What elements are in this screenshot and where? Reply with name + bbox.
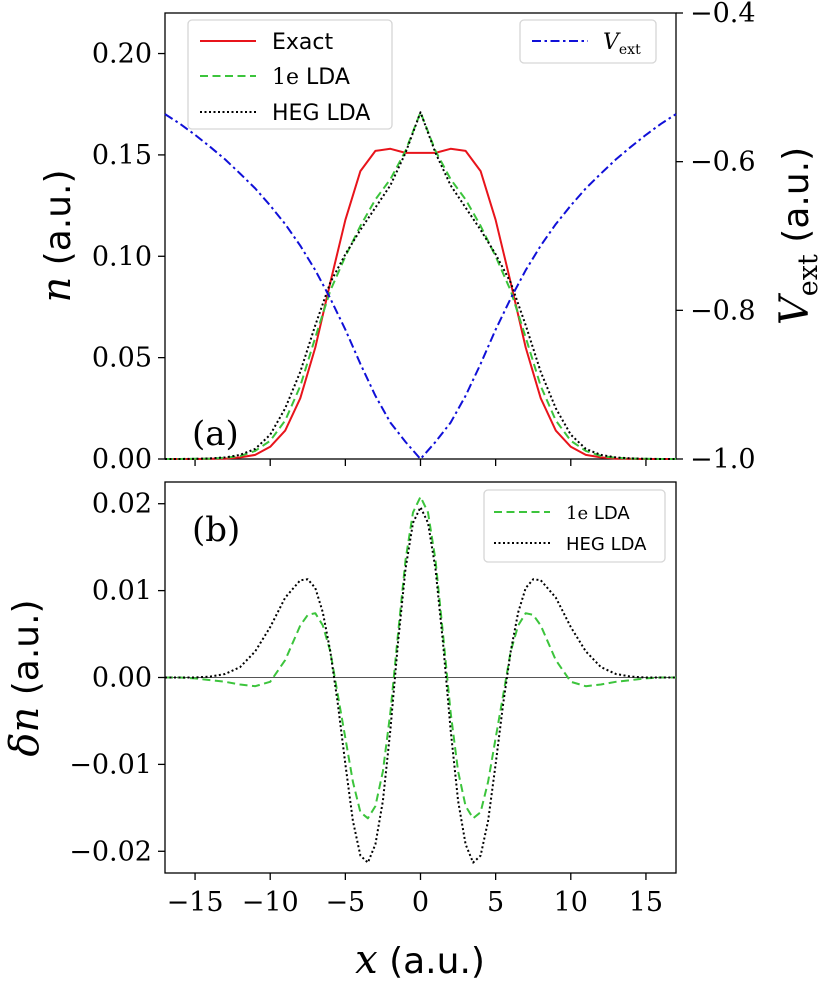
panel-a-series [164, 111, 677, 460]
panel-b: −0.02 −0.01 0.00 0.01 0.02 −15 −10 −5 0 5 10 15 (b… [2, 481, 677, 983]
panel-b-x-tick-label: 0 [412, 887, 429, 918]
panel-b-series [165, 495, 676, 864]
panel-a-series-1e-lda [165, 111, 676, 460]
panel-b-x-tick-label: −15 [167, 887, 224, 918]
panel-a-legend: Exact 1e LDA HEG LDA [187, 19, 393, 130]
panel-b-series-1e-lda [165, 495, 676, 820]
panel-a-left-y-ticks: 0.00 0.05 0.10 0.15 0.20 [92, 39, 165, 475]
panel-a-right-y-tick-label: −1.0 [690, 444, 756, 475]
panel-a-series-exact [165, 147, 676, 460]
legend-a-box [187, 19, 393, 130]
panel-b-y-tick-label: 0.02 [92, 489, 152, 520]
panel-a: 0.00 0.05 0.10 0.15 0.20 −1.0 −0.8 −0.6 −0.4 (a… [34, 0, 824, 475]
x-axis-label: x (a.u.) [355, 937, 485, 983]
panel-a-y-tick-label: 0.10 [92, 241, 152, 272]
legend-b-1e-label: 1e LDA [566, 503, 630, 524]
panel-b-y-tick-label: 0.01 [92, 576, 152, 607]
legend-heg-label: HEG LDA [272, 101, 370, 126]
panel-b-legend: 1e LDA HEG LDA [483, 489, 666, 563]
legend-vext-label: Vext [603, 30, 641, 58]
panel-b-y-ticks: −0.02 −0.01 0.00 0.01 0.02 [69, 489, 165, 867]
panel-b-y-tick-label: −0.02 [69, 836, 152, 867]
panel-b-y-label: δn (a.u.) [2, 599, 48, 756]
panel-a-right-y-ticks: −1.0 −0.8 −0.6 −0.4 [676, 0, 756, 475]
panel-a-right-y-tick-label: −0.4 [690, 0, 756, 29]
panel-a-y-tick-label: 0.15 [92, 140, 152, 171]
panel-b-x-tick-label: 5 [487, 887, 504, 918]
panel-a-right-y-tick-label: −0.8 [690, 295, 756, 326]
legend-b-heg-label: HEG LDA [566, 534, 647, 555]
panel-a-right-y-tick-label: −0.6 [690, 147, 756, 178]
panel-b-x-ticks: −15 −10 −5 0 5 10 15 [167, 873, 663, 918]
panel-b-series-heg-lda [165, 506, 676, 864]
panel-a-right-y-label: Vext (a.u.) [772, 147, 824, 325]
panel-b-x-tick-label: 10 [554, 887, 588, 918]
panel-a-x-ticks [194, 459, 647, 466]
panel-a-y-label: n (a.u.) [34, 169, 80, 302]
panel-a-y-tick-label: 0.05 [92, 343, 152, 374]
panel-b-y-tick-label: 0.00 [92, 663, 152, 694]
panel-b-x-tick-label: 15 [629, 887, 663, 918]
panel-a-y-tick-label: 0.00 [92, 444, 152, 475]
panel-b-tag: (b) [192, 510, 240, 550]
legend-1e-label: 1e LDA [272, 65, 350, 90]
panel-a-tag: (a) [192, 414, 239, 454]
panel-a-series-heg-lda [165, 111, 676, 460]
panel-b-x-tick-label: −10 [242, 887, 299, 918]
panel-a-legend-right: Vext [519, 19, 657, 64]
legend-b-box [483, 489, 666, 563]
panel-a-y-tick-label: 0.20 [92, 39, 152, 70]
panel-b-y-tick-label: −0.01 [69, 749, 152, 780]
panel-a-series-v-ext [164, 113, 677, 460]
panel-b-x-tick-label: −5 [325, 887, 365, 918]
legend-exact-label: Exact [272, 30, 333, 55]
